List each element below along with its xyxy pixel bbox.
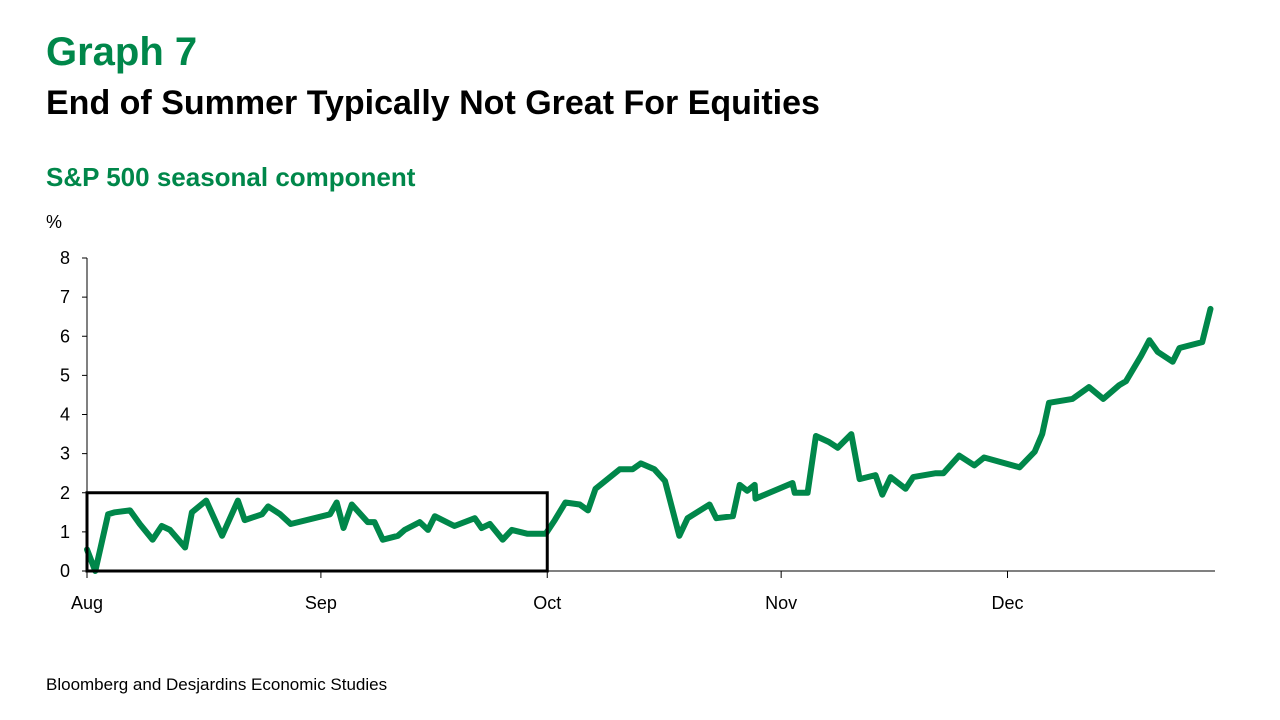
y-tick-label: 7 <box>60 287 70 307</box>
x-tick-label: Oct <box>533 593 561 613</box>
highlight-box <box>85 491 549 573</box>
x-tick-label: Sep <box>305 593 337 613</box>
graph-label: Graph 7 <box>46 30 198 74</box>
y-tick-label: 8 <box>60 248 70 268</box>
y-tick-label: 5 <box>60 365 70 385</box>
chart-title: End of Summer Typically Not Great For Eq… <box>46 84 820 122</box>
x-tick-label: Nov <box>765 593 797 613</box>
source-note: Bloomberg and Desjardins Economic Studie… <box>46 675 388 694</box>
y-tick-label: 3 <box>60 444 70 464</box>
y-tick-label: 4 <box>60 405 70 425</box>
y-tick-label: 1 <box>60 522 70 542</box>
chart-subtitle: S&P 500 seasonal component <box>46 162 416 192</box>
y-axis-label: % <box>46 212 62 232</box>
series-line <box>84 305 1214 574</box>
y-tick-label: 0 <box>60 561 70 581</box>
y-tick-label: 2 <box>60 483 70 503</box>
x-tick-label: Dec <box>992 593 1024 613</box>
y-tick-label: 6 <box>60 326 70 346</box>
x-tick-label: Aug <box>71 593 103 613</box>
